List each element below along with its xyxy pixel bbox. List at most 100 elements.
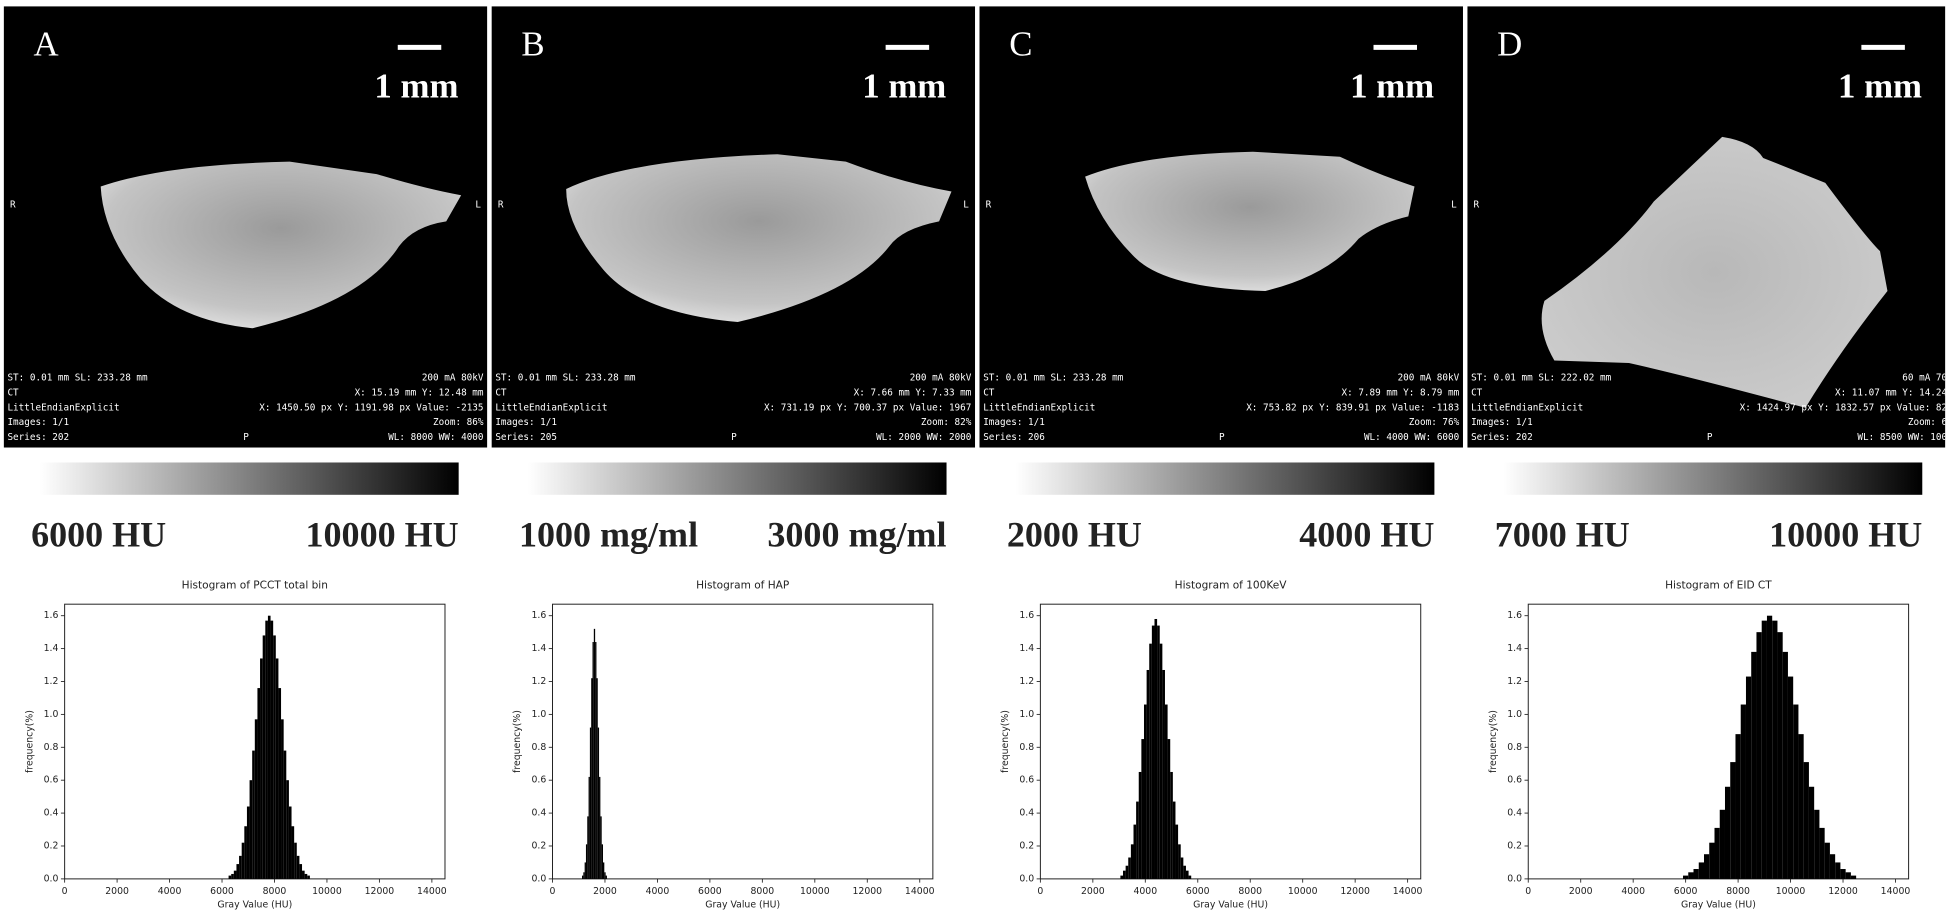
x-tick-label: 6000	[1674, 886, 1698, 897]
y-tick-label: 0.8	[1507, 742, 1522, 753]
plot-frame	[1039, 603, 1422, 880]
overlay-text: Zoom: 76%	[1409, 417, 1460, 428]
y-tick-label: 1.0	[1507, 709, 1522, 720]
histogram-bar	[582, 875, 584, 879]
histogram-bar	[595, 642, 597, 879]
y-axis-label: frequency(%)	[24, 710, 35, 773]
histogram-bar	[1814, 809, 1820, 879]
histogram-bar	[592, 642, 594, 879]
y-tick-label: 0.2	[1019, 840, 1034, 851]
scale-label: 1 mm	[374, 67, 458, 106]
y-tick-label: 0.0	[531, 873, 546, 884]
overlay-text: 200 mA 80kV	[1398, 372, 1460, 383]
histogram-bar	[1835, 862, 1841, 879]
overlay-text: X: 7.66 mm Y: 7.33 mm	[854, 387, 972, 398]
orientation-label: R	[498, 200, 504, 211]
histogram-bar	[1787, 676, 1794, 879]
orientation-label: R	[1474, 200, 1480, 211]
bone-section	[1541, 136, 1888, 408]
orientation-label: L	[963, 200, 969, 211]
colorbar-label: 6000 HU	[31, 515, 166, 555]
histogram-bar	[1188, 875, 1192, 879]
x-tick-label: 2000	[1081, 886, 1105, 897]
x-tick-label: 6000	[1186, 886, 1210, 897]
histogram-bar	[1829, 854, 1836, 879]
x-tick-label: 12000	[852, 886, 882, 897]
histogram-bar	[1719, 809, 1725, 879]
x-tick-label: 6000	[698, 886, 722, 897]
overlay-text: X: 1424.97 px Y: 1832.57 px Value: 82	[1740, 402, 1947, 413]
histogram-bar	[1151, 625, 1155, 879]
overlay-text: P	[1219, 432, 1225, 443]
overlay-text: LittleEndianExplicit	[1471, 402, 1583, 413]
histogram-bar	[1850, 875, 1857, 879]
histogram-bar	[1698, 862, 1704, 879]
overlay-text: CT	[983, 387, 995, 398]
y-tick-label: 1.4	[1507, 643, 1522, 654]
histogram-bar	[1735, 734, 1741, 879]
histogram-bar	[601, 844, 604, 879]
histogram-bar	[600, 816, 602, 879]
histogram-bar	[603, 862, 605, 879]
x-tick-label: 14000	[1881, 886, 1911, 897]
x-tick-label: 6000	[210, 886, 234, 897]
chart-title: Histogram of PCCT total bin	[182, 580, 328, 592]
histogram-bar	[1128, 857, 1131, 879]
panel-letter: D	[1497, 24, 1522, 63]
x-axis-label: Gray Value (HU)	[217, 899, 292, 910]
orientation-label: L	[475, 200, 481, 211]
overlay-text: Series: 205	[495, 432, 557, 443]
y-tick-label: 1.0	[531, 709, 546, 720]
histogram-bar	[1149, 643, 1152, 879]
overlay-text: Zoom: 82%	[921, 417, 972, 428]
histogram-bar	[593, 628, 596, 879]
histogram-bar	[283, 750, 287, 879]
overlay-text: ST: 0.01 mm SL: 233.28 mm	[7, 372, 148, 383]
histogram-bar	[1125, 865, 1129, 879]
histogram-bar	[604, 872, 606, 879]
histogram-bar	[1180, 857, 1184, 879]
histogram-bar	[262, 635, 266, 879]
overlay-text: LittleEndianExplicit	[7, 402, 119, 413]
histogram-bar	[1183, 865, 1186, 879]
colorbar-label: 3000 mg/ml	[767, 515, 946, 555]
plot-frame	[552, 603, 934, 880]
overlay-text: CT	[7, 387, 19, 398]
x-tick-label: 8000	[751, 886, 775, 897]
colorbar-label: 4000 HU	[1299, 515, 1434, 555]
panel-letter: B	[521, 24, 544, 63]
histogram-bar	[249, 780, 253, 879]
y-tick-label: 1.2	[1507, 676, 1522, 687]
y-tick-label: 1.0	[1019, 709, 1034, 720]
histogram-bar	[1154, 618, 1158, 879]
histogram-bar	[1766, 615, 1773, 879]
histogram-bar	[1724, 786, 1731, 879]
scale-label: 1 mm	[862, 67, 946, 106]
y-tick-label: 1.4	[44, 643, 59, 654]
x-tick-label: 0	[550, 886, 556, 897]
x-tick-label: 10000	[312, 886, 342, 897]
histogram-bar	[1170, 771, 1173, 879]
x-tick-label: 10000	[800, 886, 830, 897]
overlay-text: X: 15.19 mm Y: 12.48 mm	[355, 387, 484, 398]
y-tick-label: 1.0	[44, 709, 59, 720]
histogram-bar	[591, 678, 593, 879]
chart-title: Histogram of 100KeV	[1175, 580, 1288, 592]
x-tick-label: 0	[1525, 886, 1531, 897]
histogram-bar	[1740, 704, 1746, 879]
histogram-bar	[1824, 842, 1830, 879]
y-tick-label: 0.8	[531, 742, 546, 753]
histogram-bar	[265, 620, 268, 879]
y-tick-label: 0.2	[1507, 840, 1522, 851]
ct-panel: C 1 mm R L ST: 0.01 mm SL: 233.28 mm CT Little…	[979, 6, 1463, 448]
histogram-bar	[1141, 739, 1144, 879]
scale-label: 1 mm	[1838, 67, 1922, 106]
histogram-bar	[584, 862, 586, 879]
x-tick-label: 0	[62, 886, 68, 897]
histogram-bar	[585, 844, 588, 879]
histogram-bar	[1709, 842, 1715, 879]
chart-title: Histogram of HAP	[696, 580, 789, 592]
overlay-text: CT	[495, 387, 507, 398]
histogram-bar	[1138, 771, 1142, 879]
